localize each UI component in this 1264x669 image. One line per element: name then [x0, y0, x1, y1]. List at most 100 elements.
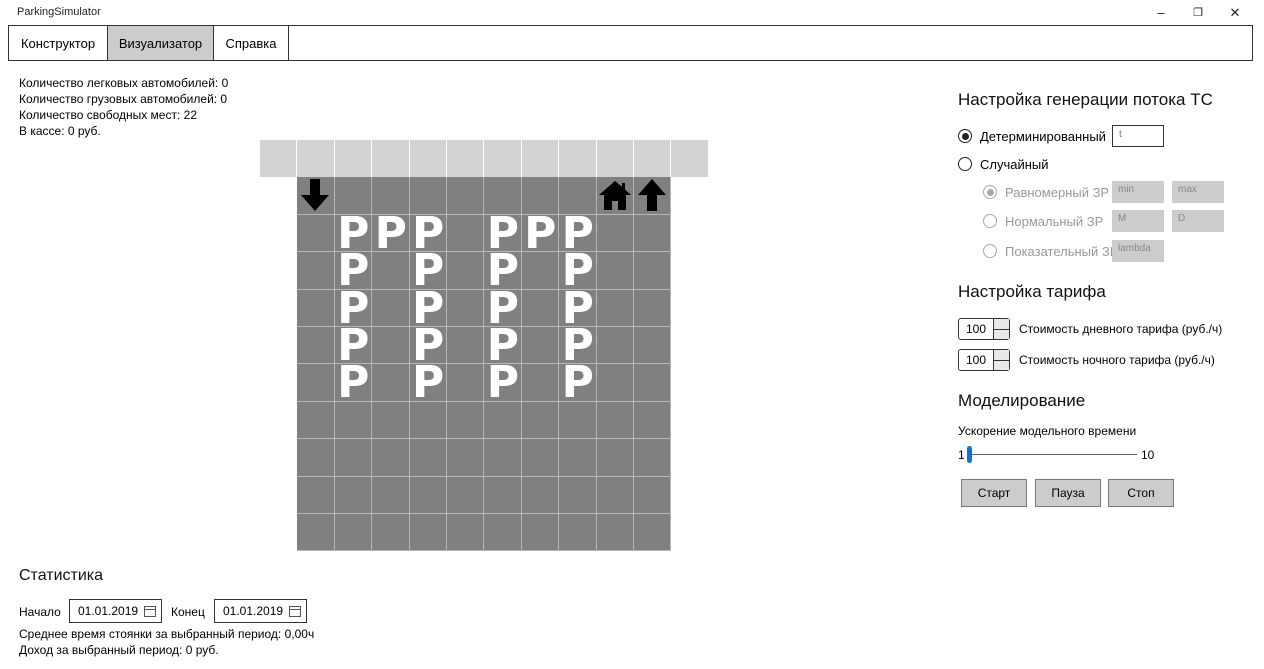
- flow-settings-title: Настройка генерации потока ТС: [958, 90, 1213, 109]
- lot-cell: [559, 514, 597, 552]
- lot-cell: [484, 252, 522, 290]
- lot-cell: [372, 401, 410, 440]
- lot-cell: [559, 177, 597, 215]
- road-cell: [334, 140, 373, 178]
- road-cell: [596, 140, 634, 178]
- lot-cell: [409, 214, 447, 253]
- parking-spot: P: [561, 282, 594, 334]
- cash-amount: В кассе: 0 руб.: [19, 124, 101, 138]
- lot-cell: [447, 401, 485, 440]
- lot-cell: [409, 364, 447, 402]
- night-tariff-stepper[interactable]: 100: [958, 349, 1010, 371]
- lot-cell: [521, 177, 560, 215]
- calendar-icon: [289, 605, 302, 617]
- day-tariff-stepper[interactable]: 100: [958, 318, 1010, 340]
- minimize-button[interactable]: –: [1157, 5, 1165, 20]
- lot-cell: [596, 289, 634, 327]
- lot-cell: [334, 327, 373, 365]
- normal-radio[interactable]: [983, 214, 997, 228]
- day-tariff-spin[interactable]: [993, 319, 1009, 339]
- lot-cell: [559, 401, 597, 440]
- parking-spot: P: [524, 207, 557, 259]
- lot-cell: [521, 214, 560, 253]
- tab-bar: Конструктор Визуализатор Справка: [8, 25, 1253, 61]
- random-radio[interactable]: [958, 157, 972, 171]
- random-label: Случайный: [980, 157, 1049, 172]
- uniform-max-input[interactable]: max: [1172, 181, 1224, 203]
- lot-cell: [334, 364, 373, 402]
- lot-cell: [409, 514, 447, 552]
- night-tariff-spin[interactable]: [993, 350, 1009, 370]
- road-cell: [297, 140, 335, 178]
- lot-cell: [521, 514, 560, 552]
- parking-spot: P: [337, 357, 370, 409]
- lot-cell: [372, 476, 410, 514]
- lot-cell: [559, 214, 597, 253]
- uniform-radio[interactable]: [983, 185, 997, 199]
- road-cell: [260, 140, 298, 178]
- arrow-down-icon: [301, 179, 330, 212]
- lot-cell: [372, 289, 410, 327]
- parking-spot: P: [411, 245, 445, 297]
- lot-cell: [372, 514, 410, 552]
- lot-cell: [484, 177, 522, 215]
- speed-slider[interactable]: [967, 454, 1137, 455]
- lot-cell: [484, 514, 522, 552]
- lot-cell: [559, 252, 597, 290]
- lot-cell: [484, 476, 522, 514]
- end-date-picker[interactable]: 01.01.2019: [214, 599, 307, 623]
- lot-cell: [409, 177, 447, 215]
- uniform-label: Равномерный ЗР: [1005, 185, 1110, 200]
- lot-cell: [297, 289, 335, 327]
- road-cell: [559, 140, 597, 178]
- lot-cell: [447, 252, 485, 290]
- tab-help[interactable]: Справка: [214, 26, 289, 60]
- lot-cell: [634, 214, 672, 253]
- lot-cell: [334, 514, 373, 552]
- road-cell: [447, 140, 485, 178]
- parking-spot: P: [486, 207, 520, 259]
- start-date-picker[interactable]: 01.01.2019: [69, 599, 162, 623]
- start-button[interactable]: Старт: [961, 479, 1027, 507]
- parking-spot: P: [486, 245, 520, 297]
- parking-spot: P: [411, 357, 445, 409]
- end-date-value: 01.01.2019: [223, 604, 284, 618]
- lot-cell: [447, 327, 485, 365]
- close-button[interactable]: ✕: [1229, 4, 1241, 20]
- exponential-lambda-input[interactable]: lambda: [1112, 240, 1164, 262]
- lot-cell: [409, 252, 447, 290]
- uniform-min-input[interactable]: min: [1112, 181, 1164, 203]
- pause-button[interactable]: Пауза: [1035, 479, 1101, 507]
- lot-cell: [559, 289, 597, 327]
- lot-cell: [334, 476, 373, 514]
- parking-spot: P: [561, 245, 594, 297]
- lot-cell: [559, 439, 597, 477]
- lot-cell: [297, 252, 335, 290]
- deterministic-radio[interactable]: [958, 129, 972, 143]
- lot-cell: [447, 476, 485, 514]
- lot-cell: [409, 476, 447, 514]
- speed-slider-thumb[interactable]: [967, 446, 972, 463]
- deterministic-t-input[interactable]: t: [1112, 125, 1164, 147]
- tab-constructor[interactable]: Конструктор: [9, 26, 108, 60]
- parking-spot: P: [337, 245, 370, 297]
- parking-spot: P: [486, 282, 520, 334]
- normal-m-input[interactable]: M: [1112, 210, 1164, 232]
- lot-cell: [409, 439, 447, 477]
- lot-cell: [334, 401, 373, 440]
- lot-cell: [297, 327, 335, 365]
- speed-max-label: 10: [1141, 448, 1155, 462]
- maximize-button[interactable]: ❐: [1193, 7, 1203, 19]
- lot-cell: [484, 439, 522, 477]
- lot-cell: [447, 289, 485, 327]
- parking-spot: P: [561, 207, 594, 259]
- normal-d-input[interactable]: D: [1172, 210, 1224, 232]
- cars-count: Количество легковых автомобилей: 0: [19, 76, 229, 90]
- tab-visualizer[interactable]: Визуализатор: [108, 26, 214, 60]
- exponential-radio[interactable]: [983, 244, 997, 258]
- day-tariff-value: 100: [965, 322, 987, 336]
- stop-button[interactable]: Стоп: [1108, 479, 1174, 507]
- free-spots-count: Количество свободных мест: 22: [19, 108, 197, 122]
- stats-title: Статистика: [19, 567, 104, 584]
- lot-cell: [521, 401, 560, 440]
